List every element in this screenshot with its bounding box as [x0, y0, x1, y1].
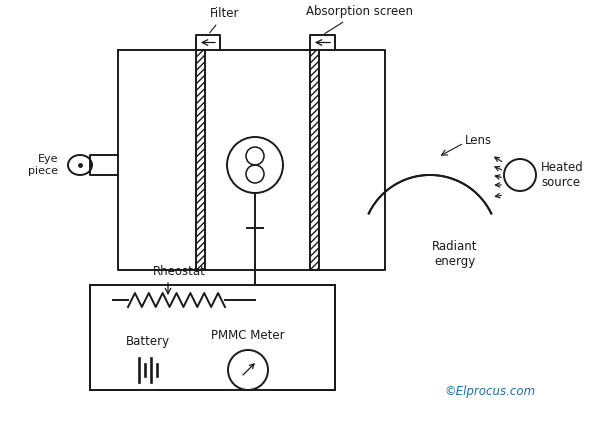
- Text: Battery: Battery: [126, 335, 170, 348]
- Text: Absorption screen: Absorption screen: [307, 5, 413, 33]
- Text: ©Elprocus.com: ©Elprocus.com: [444, 385, 535, 398]
- Text: Filter: Filter: [210, 7, 240, 33]
- Text: PMMC Meter: PMMC Meter: [211, 329, 285, 342]
- Text: Lens: Lens: [465, 134, 492, 147]
- Text: Eye
piece: Eye piece: [28, 154, 58, 176]
- Bar: [310, 50, 319, 270]
- Bar: [196, 50, 205, 270]
- Text: Radiant
energy: Radiant energy: [432, 240, 478, 268]
- Text: Rheostat: Rheostat: [153, 265, 206, 278]
- Text: Heated
source: Heated source: [541, 161, 584, 189]
